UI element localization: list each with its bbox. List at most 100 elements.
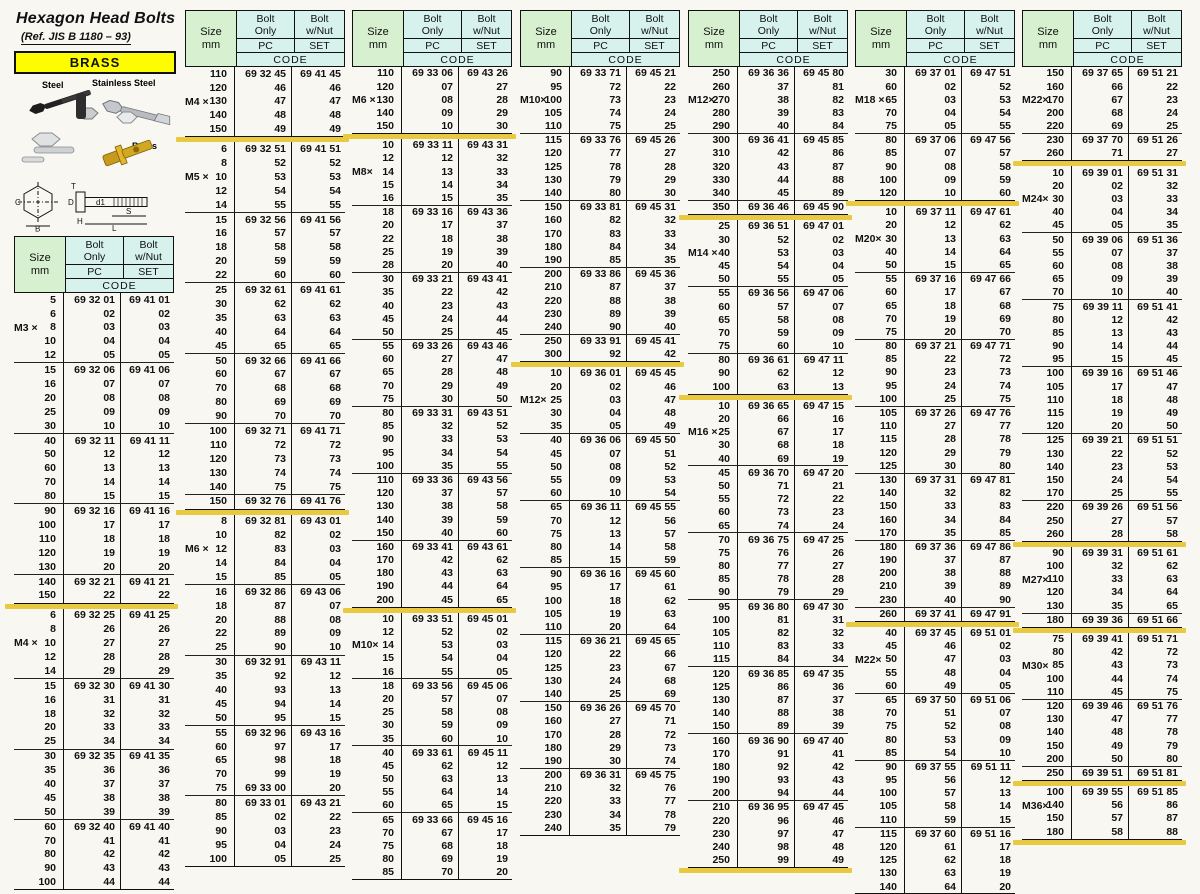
pc-code: 67 (1072, 93, 1129, 107)
table-row: 220 88 38 (520, 294, 680, 308)
size-value: 70 (688, 326, 738, 340)
table-row: 115 69 36 21 69 45 65 (520, 634, 680, 649)
table-row: 50 71 21 (688, 479, 848, 493)
set-code: 61 (664, 581, 676, 594)
table-row: 40 69 33 61 69 45 11 (352, 746, 512, 760)
pc-code: 69 33 16 (402, 205, 459, 220)
pc-code: 34 (402, 446, 459, 460)
pc-code: 63 (402, 772, 459, 786)
set-code: 69 41 71 (300, 424, 341, 437)
pc-code: 35 (905, 526, 962, 540)
size-value: 160 (520, 214, 570, 228)
size-value: 80 (855, 733, 905, 747)
set-code: 69 51 21 (1137, 67, 1178, 80)
table-row: 70 67 17 (352, 826, 512, 840)
size-value: 115 (520, 133, 570, 148)
set-code: 44 (496, 312, 508, 325)
size-value: 100 (1022, 367, 1072, 381)
size-value: 14 (185, 198, 235, 212)
pc-code: 62 (235, 297, 292, 312)
set-code: 43 (1166, 326, 1178, 339)
table-row: 150 69 33 81 69 45 31 (520, 200, 680, 215)
size-value: 80 (855, 339, 905, 353)
set-code: 64 (664, 621, 676, 634)
table-row: 65 58 08 (688, 313, 848, 327)
set-code: 19 (999, 867, 1011, 880)
set-code: 64 (1166, 586, 1178, 599)
set-code: 52 (329, 157, 341, 170)
size-value: 200 (520, 267, 570, 281)
pc-code: 49 (1072, 739, 1129, 753)
pc-code: 92 (235, 669, 292, 684)
pc-code: 28 (64, 650, 121, 665)
pc-code: 96 (738, 814, 795, 828)
set-code: 60 (999, 187, 1011, 200)
pc-code: 60 (402, 732, 459, 746)
set-code: 54 (496, 446, 508, 459)
stainless-bolt-icon (102, 99, 171, 126)
size-series-label: M6 × (185, 543, 209, 556)
pc-code: 90 (235, 640, 292, 655)
table-row: 8 26 26 (14, 622, 174, 637)
pc-code: 69 37 31 (905, 473, 962, 487)
pc-code: 30 (905, 459, 962, 473)
pc-code: 69 36 01 (570, 367, 627, 381)
table-row: 220 96 46 (688, 814, 848, 828)
set-code: 08 (832, 313, 844, 326)
set-code: 69 43 16 (300, 726, 341, 739)
table-row: 20 17 37 (352, 219, 512, 233)
set-code: 69 41 40 (129, 820, 170, 833)
pc-code: 59 (402, 719, 459, 733)
set-code: 69 47 40 (803, 734, 844, 747)
table-row: 180 92 42 (688, 760, 848, 774)
pc-code: 02 (64, 306, 121, 321)
pc-code: 86 (738, 680, 795, 694)
size-value: 50 (185, 711, 235, 725)
table-row: 190 37 87 (855, 553, 1015, 567)
pc-code: 40 (402, 526, 459, 540)
size-section: 40 69 37 45 69 51 01 45 46 02 M22× 50 (855, 626, 1015, 894)
pc-code: 69 32 61 (235, 283, 292, 298)
table-row: 210 87 37 (520, 281, 680, 295)
table-row: 50 63 13 (352, 772, 512, 786)
size-value: 125 (520, 661, 570, 675)
table-row: 45 62 12 (352, 759, 512, 773)
size-value: 100 (1022, 559, 1072, 573)
size-value: 90 (1022, 546, 1072, 560)
table-row: 120 29 79 (855, 446, 1015, 460)
set-code: 12 (999, 774, 1011, 787)
table-row: 100 57 13 (855, 786, 1015, 801)
size-value: 90 (855, 366, 905, 380)
size-value: 95 (185, 838, 235, 852)
size-value: 95 (520, 581, 570, 595)
bolt-only-header: Bolt Only (740, 11, 798, 38)
pc-code: 28 (570, 728, 627, 742)
set-code: 69 51 06 (970, 693, 1011, 706)
table-row: 40 04 34 (1022, 205, 1182, 220)
size-value: 260 (1022, 147, 1072, 161)
pc-code: 69 36 65 (738, 399, 795, 413)
set-code: 42 (158, 848, 170, 861)
size-value: 170 (520, 227, 570, 241)
set-code: 41 (158, 834, 170, 847)
set-code: 29 (832, 586, 844, 599)
set-code: 69 41 66 (300, 354, 341, 367)
size-section: 10 69 33 51 69 45 01 12 52 02 M10× 14 (352, 612, 512, 881)
table-row: 240 90 40 (520, 320, 680, 334)
table-row: 140 48 78 (1022, 726, 1182, 740)
pc-code: 69 39 11 (1072, 300, 1129, 314)
pc-code: 69 36 46 (738, 200, 795, 215)
size-value: M18 × 65 (855, 93, 905, 107)
table-row: M14 × 40 53 03 (688, 246, 848, 260)
pc-code: 69 (738, 452, 795, 466)
size-value: 55 (688, 287, 738, 301)
size-value: 60 (688, 506, 738, 520)
size-value: M24× 30 (1022, 192, 1072, 206)
table-row: 90 43 43 (14, 861, 174, 876)
table-row: 70 04 54 (855, 106, 1015, 120)
size-value: 210 (520, 781, 570, 796)
set-code: 68 (329, 382, 341, 395)
set-code: 03 (496, 639, 508, 652)
set-code: 56 (664, 514, 676, 527)
table-row: 14 84 04 (185, 556, 345, 571)
